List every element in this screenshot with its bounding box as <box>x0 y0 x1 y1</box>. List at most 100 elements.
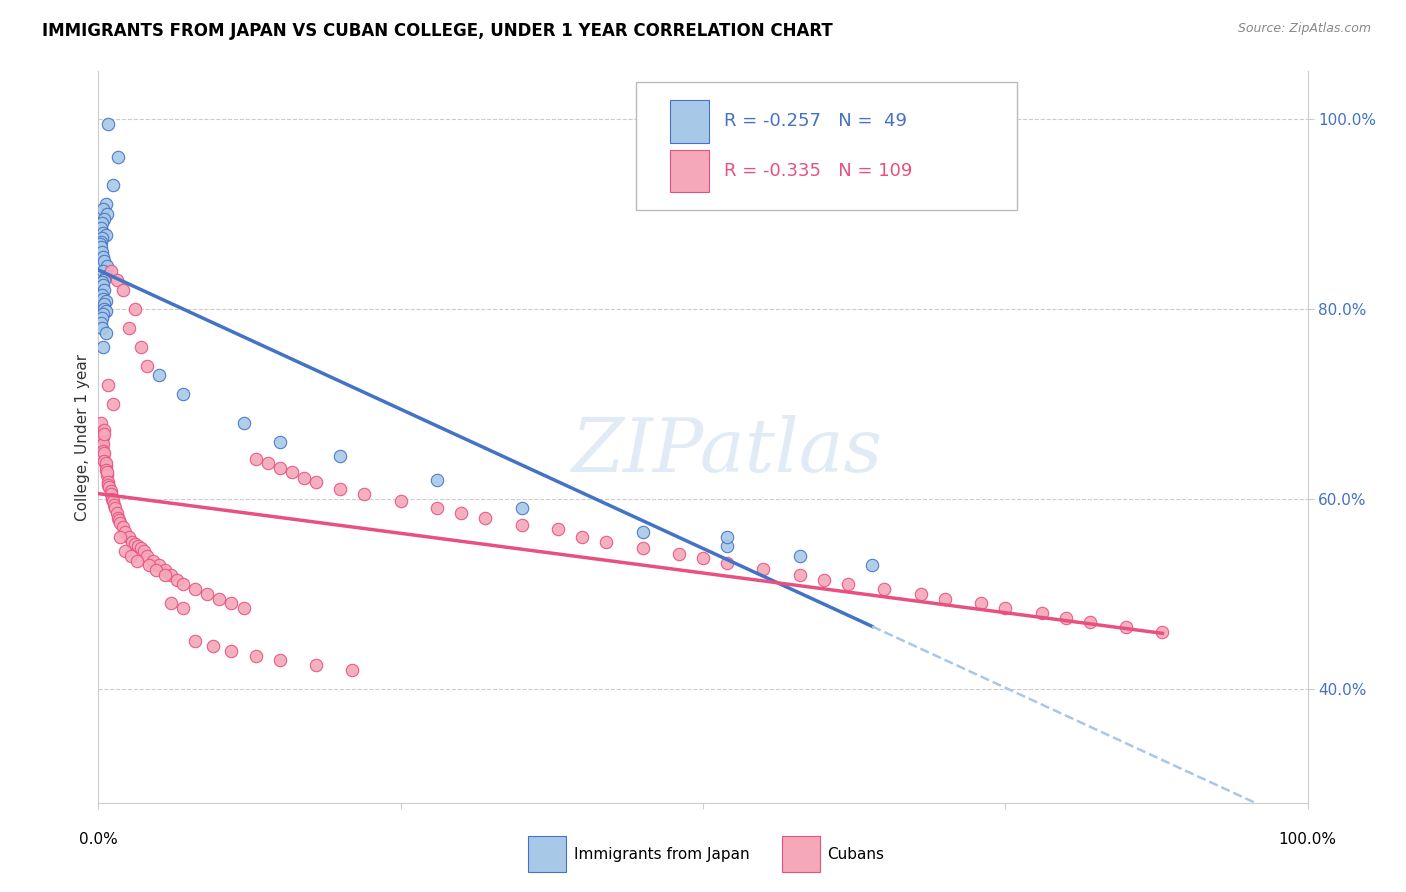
Point <box>91 250 114 264</box>
Point <box>426 473 449 487</box>
Point <box>305 475 328 489</box>
Point <box>145 563 167 577</box>
Point <box>184 634 207 648</box>
Point <box>114 524 136 539</box>
Point <box>135 549 157 563</box>
Point <box>105 273 128 287</box>
Point <box>221 596 243 610</box>
Bar <box>782 836 820 872</box>
Point <box>342 663 364 677</box>
Point <box>91 430 114 444</box>
Point <box>135 359 157 373</box>
Point <box>245 648 267 663</box>
Point <box>329 483 352 497</box>
Point <box>96 465 118 479</box>
Point <box>97 377 120 392</box>
Point <box>91 449 114 463</box>
Point <box>105 506 128 520</box>
Point <box>91 307 114 321</box>
Point <box>1031 606 1053 620</box>
Point <box>118 530 141 544</box>
Point <box>90 240 112 254</box>
Text: ZIPatlas: ZIPatlas <box>572 416 883 488</box>
Point <box>111 520 134 534</box>
Point <box>813 573 835 587</box>
Point <box>96 207 118 221</box>
Text: IMMIGRANTS FROM JAPAN VS CUBAN COLLEGE, UNDER 1 YEAR CORRELATION CHART: IMMIGRANTS FROM JAPAN VS CUBAN COLLEGE, … <box>42 22 832 40</box>
Point <box>1054 610 1077 624</box>
Point <box>595 534 617 549</box>
Point <box>160 596 183 610</box>
Point <box>91 321 114 335</box>
Point <box>91 226 114 240</box>
Point <box>353 487 375 501</box>
Point <box>631 541 654 556</box>
Point <box>208 591 231 606</box>
Point <box>103 499 125 513</box>
Point <box>93 254 115 268</box>
Point <box>90 235 112 250</box>
Point <box>389 493 412 508</box>
Y-axis label: College, Under 1 year: College, Under 1 year <box>75 353 90 521</box>
Point <box>91 425 114 440</box>
Point <box>101 178 124 193</box>
Point <box>1115 620 1137 634</box>
Point <box>153 567 176 582</box>
Point <box>93 424 115 438</box>
Point <box>232 601 254 615</box>
Bar <box>671 100 709 143</box>
Point <box>93 446 115 460</box>
Point <box>631 524 654 539</box>
Point <box>94 326 117 340</box>
Point <box>547 522 569 536</box>
Point <box>96 468 118 483</box>
Point <box>93 454 115 468</box>
Point <box>91 293 114 307</box>
Point <box>752 562 775 576</box>
Point <box>426 501 449 516</box>
Point <box>232 416 254 430</box>
Point <box>305 658 328 673</box>
Text: 0.0%: 0.0% <box>79 832 118 847</box>
Point <box>91 216 114 230</box>
Point <box>96 259 118 273</box>
Point <box>93 301 115 316</box>
Point <box>860 558 883 573</box>
Point <box>138 558 160 573</box>
Point <box>292 471 315 485</box>
Point <box>202 639 225 653</box>
Point <box>91 440 114 454</box>
Point <box>873 582 896 596</box>
Point <box>91 287 114 301</box>
Point <box>245 451 267 466</box>
Point <box>94 458 117 473</box>
Point <box>837 577 859 591</box>
Point <box>93 297 115 311</box>
Point <box>221 644 243 658</box>
Point <box>124 537 146 551</box>
Point <box>93 211 115 226</box>
Point <box>668 547 690 561</box>
Point <box>93 283 115 297</box>
Point <box>1078 615 1101 630</box>
Point <box>108 516 131 530</box>
Point <box>148 368 170 383</box>
Point <box>94 303 117 318</box>
Point <box>100 487 122 501</box>
Point <box>104 501 127 516</box>
Point <box>114 544 136 558</box>
Text: Cubans: Cubans <box>828 847 884 862</box>
Point <box>269 653 291 667</box>
Point <box>172 601 194 615</box>
Point <box>100 484 122 499</box>
Point <box>91 244 114 259</box>
Point <box>91 311 114 326</box>
Text: Immigrants from Japan: Immigrants from Japan <box>574 847 749 862</box>
Point <box>91 275 114 289</box>
Point <box>91 434 114 449</box>
Point <box>94 294 117 309</box>
Point <box>970 596 993 610</box>
Point <box>94 463 117 477</box>
Point <box>90 316 112 330</box>
Point <box>94 268 117 283</box>
